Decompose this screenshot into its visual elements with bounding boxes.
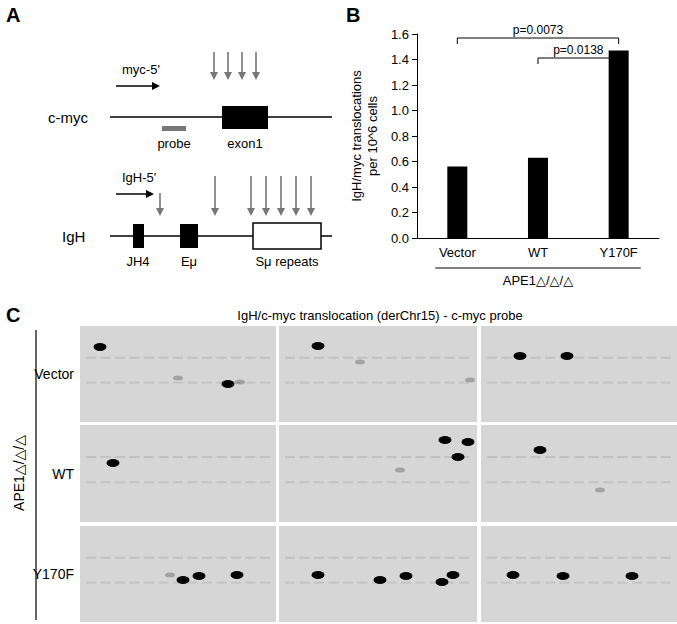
svg-text:IgH: IgH [62, 228, 85, 245]
svg-text:Y170F: Y170F [33, 566, 74, 582]
svg-text:APE1△/△/△: APE1△/△/△ [503, 273, 573, 288]
svg-text:IgH/myc translocations: IgH/myc translocations [349, 70, 364, 202]
svg-text:IgH-5': IgH-5' [122, 170, 156, 185]
svg-text:probe: probe [157, 136, 190, 151]
svg-text:WT: WT [52, 466, 74, 482]
svg-text:Vector: Vector [34, 366, 74, 382]
svg-text:1.0: 1.0 [391, 103, 409, 118]
svg-text:Sμ repeats: Sμ repeats [255, 254, 319, 269]
svg-text:0.8: 0.8 [391, 129, 409, 144]
svg-text:1.6: 1.6 [391, 27, 409, 42]
svg-text:exon1: exon1 [227, 136, 262, 151]
svg-text:WT: WT [528, 245, 548, 260]
svg-text:Eμ: Eμ [181, 254, 197, 269]
svg-text:Vector: Vector [439, 245, 477, 260]
svg-text:c-myc: c-myc [48, 109, 88, 126]
svg-text:IgH/c-myc translocation (derCh: IgH/c-myc translocation (derChr15) - c-m… [237, 308, 522, 323]
svg-text:myc-5': myc-5' [122, 62, 160, 77]
svg-text:C: C [6, 304, 20, 326]
svg-text:1.4: 1.4 [391, 52, 409, 67]
svg-text:0.6: 0.6 [391, 154, 409, 169]
svg-text:0.0: 0.0 [391, 231, 409, 246]
svg-text:Y170F: Y170F [600, 245, 638, 260]
svg-text:0.4: 0.4 [391, 180, 409, 195]
svg-text:A: A [6, 4, 20, 26]
svg-text:JH4: JH4 [126, 254, 149, 269]
svg-text:p=0.0138: p=0.0138 [553, 43, 604, 57]
svg-text:B: B [346, 4, 360, 26]
svg-text:1.2: 1.2 [391, 78, 409, 93]
svg-text:APE1△/△/△: APE1△/△/△ [11, 435, 27, 511]
svg-text:per 10^6 cells: per 10^6 cells [365, 96, 380, 176]
svg-text:p=0.0073: p=0.0073 [513, 23, 564, 37]
svg-text:0.2: 0.2 [391, 205, 409, 220]
